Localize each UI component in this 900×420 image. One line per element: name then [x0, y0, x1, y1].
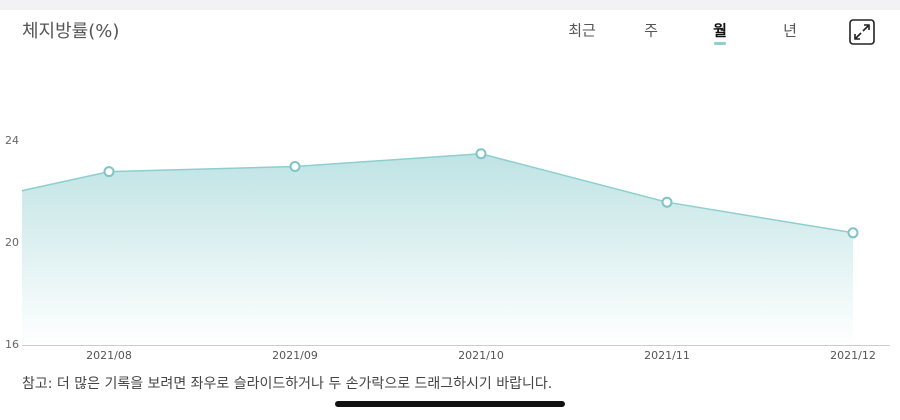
tab[interactable]: 년: [783, 22, 797, 40]
y-tick-label: 16: [5, 338, 19, 351]
expand-button[interactable]: [849, 19, 875, 45]
x-tick-label: 2021/11: [644, 349, 690, 362]
y-tick-label: 24: [5, 134, 19, 147]
icon-frame[interactable]: [849, 19, 875, 45]
home-indicator: [335, 401, 565, 407]
area-line: [22, 152, 854, 234]
y-tick-label: 20: [5, 236, 19, 249]
x-tick-label: 2021/10: [458, 349, 504, 362]
data-point: [289, 161, 301, 172]
data-point: [661, 196, 673, 208]
plot-area: [22, 148, 859, 345]
icon-arrows[interactable]: [854, 24, 870, 40]
data-point: [103, 166, 115, 178]
x-tick-label: 2021/08: [86, 349, 132, 362]
tab[interactable]: 월: [713, 22, 727, 40]
data-point: [847, 227, 859, 239]
note: 참고: 더 많은 기록을 보려면 좌우로 슬라이드하거나 두 손가락으로 드래그…: [22, 376, 552, 392]
tab[interactable]: 주: [644, 22, 658, 40]
status-strip: [0, 0, 900, 10]
tab-indicator: [714, 42, 726, 45]
area-fill: [22, 153, 853, 345]
data-point: [475, 148, 487, 160]
tab[interactable]: 최근: [568, 22, 596, 40]
chart-title: 체지방률(%): [22, 21, 119, 42]
x-tick-label: 2021/12: [830, 349, 876, 362]
x-tick-label: 2021/09: [272, 349, 318, 362]
